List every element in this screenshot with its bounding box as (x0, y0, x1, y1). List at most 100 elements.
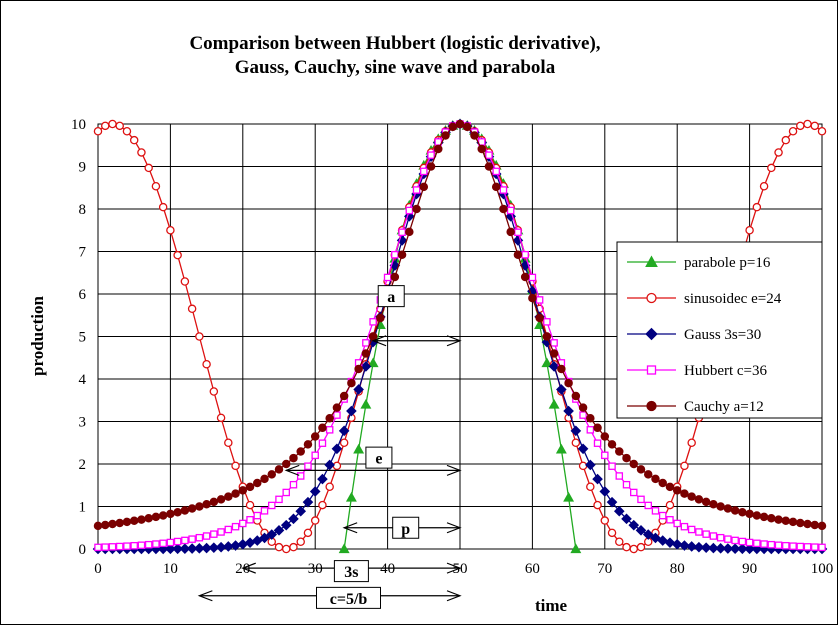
data-point-sine (231, 461, 240, 471)
data-point-gauss (295, 505, 307, 517)
data-point-cauchy (564, 378, 573, 388)
data-point-sine (803, 119, 812, 129)
data-point-gauss (172, 543, 183, 555)
data-point-hubbert (716, 533, 725, 542)
data-point-sine (622, 542, 631, 552)
data-point-hubbert (760, 540, 768, 548)
data-point-hubbert (144, 540, 153, 549)
data-point-gauss (657, 535, 669, 546)
data-point-cauchy (701, 497, 711, 507)
data-point-cauchy (434, 144, 443, 154)
data-point-hubbert (506, 206, 515, 215)
data-point-hubbert (137, 541, 146, 549)
data-point-sine (774, 148, 783, 157)
data-point-gauss (737, 543, 748, 555)
data-point-cauchy (303, 440, 313, 449)
data-point-cauchy (506, 227, 515, 237)
data-point-cauchy (209, 497, 219, 507)
data-point-hubbert (543, 318, 551, 326)
x-tick-label: 80 (670, 561, 685, 577)
data-point-hubbert (535, 296, 544, 304)
data-point-parabola (360, 398, 372, 409)
data-point-hubbert (289, 480, 298, 489)
data-point-cauchy (195, 502, 204, 511)
data-point-gauss (722, 543, 734, 554)
data-point-sine (593, 500, 602, 510)
y-tick-label: 3 (79, 415, 87, 431)
data-point-hubbert (608, 462, 616, 470)
data-point-hubbert (579, 411, 587, 419)
y-tick-label: 4 (79, 372, 87, 388)
data-point-cauchy (788, 517, 798, 527)
data-point-hubbert (405, 206, 414, 215)
data-point-sine (578, 461, 588, 471)
data-point-hubbert (268, 501, 276, 510)
data-point-gauss (266, 529, 278, 540)
annotation-box (333, 560, 369, 583)
data-point-sine (100, 121, 110, 131)
data-point-cauchy (462, 122, 472, 132)
data-point-cauchy (694, 495, 704, 504)
data-point-hubbert (325, 426, 334, 434)
data-point-hubbert (369, 318, 377, 326)
data-point-cauchy (122, 517, 132, 527)
data-point-sine (187, 304, 197, 314)
data-point-gauss (324, 459, 335, 471)
x-tick-label: 20 (235, 561, 250, 577)
data-point-hubbert (115, 542, 124, 551)
data-point-cauchy (643, 470, 653, 479)
annotation-box (316, 586, 382, 609)
y-tick-label: 1 (79, 500, 87, 516)
data-point-cauchy (347, 378, 356, 388)
data-point-gauss (729, 543, 741, 554)
axis-ticks: 0 10 20 30 40 50 60 70 80 90 100 0 1 2 3 4 5 6 7 8 9 10 (71, 117, 833, 577)
data-point-sine (629, 544, 639, 554)
data-point-hubbert (195, 533, 204, 542)
x-tick-label: 50 (453, 561, 468, 577)
data-point-hubbert (224, 525, 233, 534)
data-point-gauss (570, 425, 582, 437)
data-point-sine (303, 528, 313, 538)
data-point-cauchy (224, 492, 233, 501)
data-point-cauchy (216, 495, 226, 504)
data-point-hubbert (130, 541, 138, 550)
data-point-sine (296, 537, 305, 547)
data-point-sine (209, 387, 219, 396)
data-point-hubbert (391, 250, 399, 259)
data-point-hubbert (586, 426, 595, 434)
annotation-label: c=5/b (330, 591, 368, 608)
data-point-cauchy (180, 506, 190, 515)
data-point-hubbert (94, 543, 102, 552)
data-point-gauss (628, 519, 640, 531)
data-point-cauchy (354, 364, 363, 374)
data-point-sine (158, 202, 168, 212)
x-tick-label: 70 (597, 561, 612, 577)
legend-label: Hubbert c=36 (684, 363, 768, 379)
data-point-sine (600, 516, 610, 525)
data-point-cauchy (687, 492, 696, 501)
data-point-hubbert (528, 273, 537, 282)
data-point-parabola (345, 491, 357, 502)
data-point-cauchy (542, 332, 552, 341)
data-point-sine (137, 148, 146, 157)
data-point-hubbert (666, 516, 674, 524)
data-point-hubbert (260, 507, 269, 515)
x-tick-label: 10 (163, 561, 178, 577)
data-point-hubbert (159, 539, 167, 548)
data-point-sine (318, 500, 327, 510)
data-point-hubbert (383, 273, 392, 282)
data-point-sine (767, 163, 776, 173)
arrow-head (446, 522, 462, 534)
annotation-box (365, 446, 393, 469)
data-point-hubbert (210, 530, 218, 538)
data-point-gauss (201, 542, 212, 554)
data-point-cauchy (738, 507, 747, 517)
data-point-hubbert (181, 536, 189, 545)
data-point-hubbert (485, 151, 493, 159)
arrow-head (446, 590, 462, 602)
data-point-sine (144, 163, 153, 173)
data-point-cauchy (325, 413, 334, 423)
annotation-p: p (342, 516, 462, 539)
data-point-cauchy (513, 250, 523, 260)
data-point-gauss (563, 405, 574, 417)
